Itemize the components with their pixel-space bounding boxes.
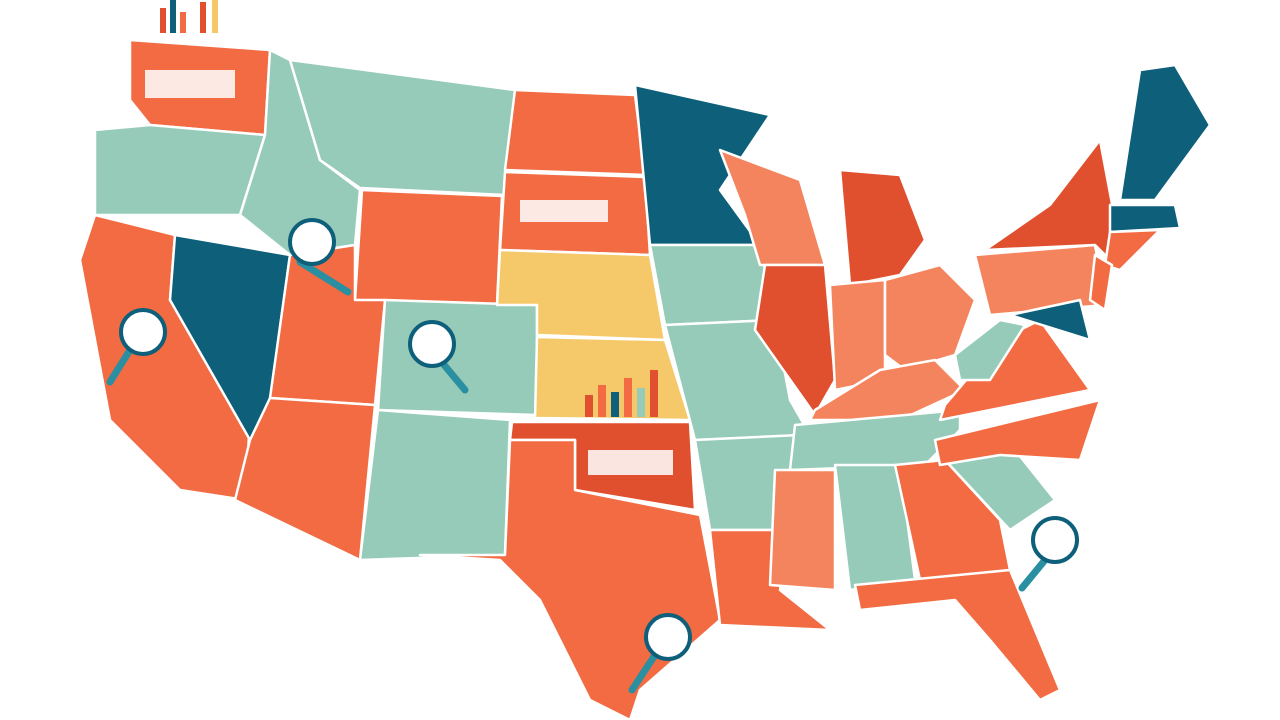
state (503, 88, 647, 177)
state (418, 438, 722, 720)
label-panel (588, 450, 673, 475)
state (376, 298, 539, 417)
magnifier (106, 308, 167, 386)
state (1088, 253, 1114, 312)
magnifier (288, 218, 352, 296)
state (753, 263, 837, 417)
state (838, 168, 927, 287)
state (853, 568, 1062, 702)
state (983, 138, 1117, 262)
label-panel (145, 70, 235, 98)
label-panel (520, 200, 608, 222)
state (893, 458, 1012, 582)
state (1108, 203, 1182, 234)
state (1103, 228, 1162, 272)
state (1008, 298, 1092, 342)
mini-bar-chart (585, 370, 671, 417)
state (233, 396, 377, 562)
states (78, 38, 1212, 720)
state (1118, 63, 1212, 202)
state (353, 188, 504, 307)
mini-bar-chart (160, 0, 218, 33)
magnifier (1018, 516, 1079, 592)
state (358, 408, 512, 562)
decorations (106, 0, 1079, 694)
magnifier (408, 320, 469, 394)
state (495, 248, 667, 342)
state (648, 243, 777, 327)
state (768, 468, 837, 592)
state (973, 243, 1107, 317)
state (953, 318, 1027, 382)
state (288, 58, 517, 197)
state (933, 398, 1102, 467)
state (633, 83, 772, 247)
magnifier (628, 613, 692, 694)
state (93, 123, 267, 217)
